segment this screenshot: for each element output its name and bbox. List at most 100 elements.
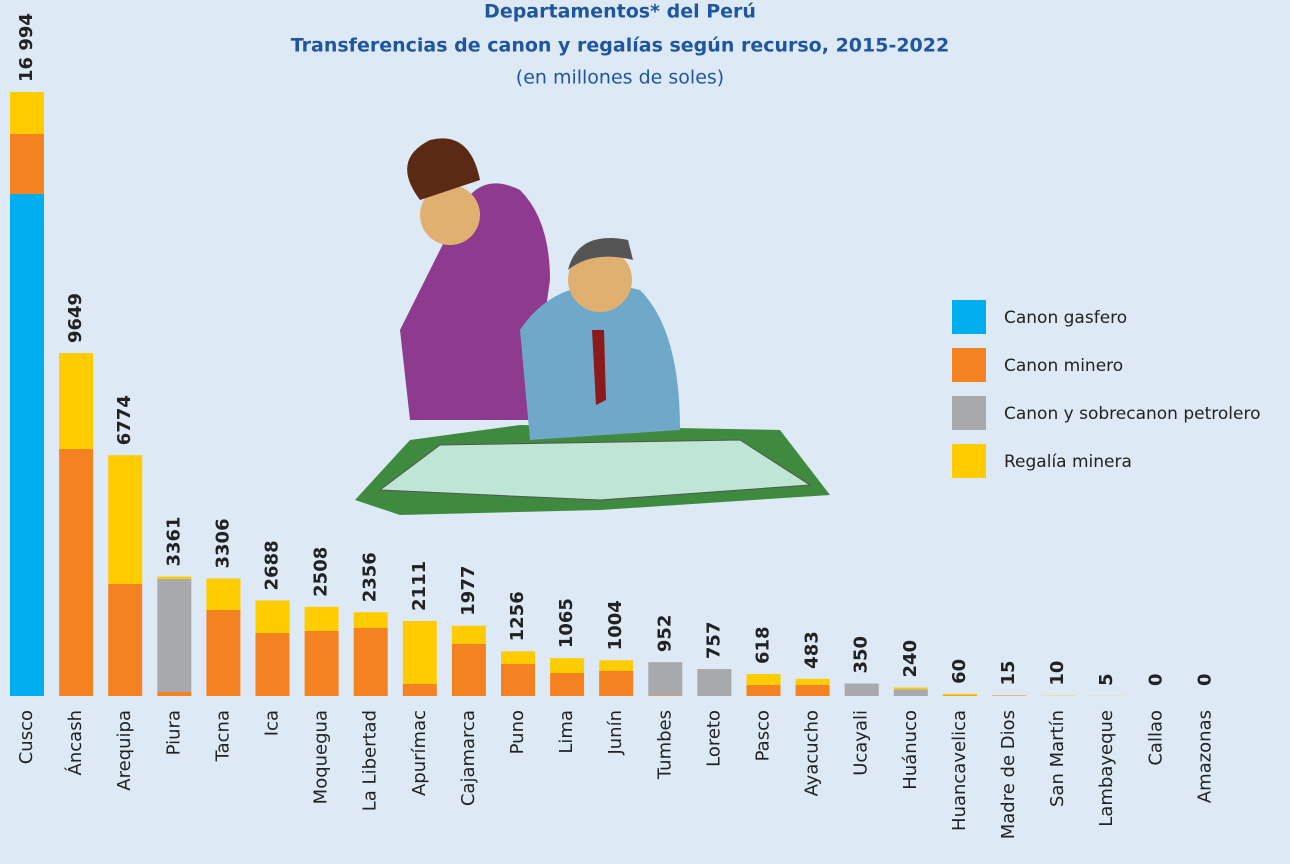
bar-segment bbox=[157, 579, 191, 692]
bar-segment bbox=[501, 651, 535, 664]
x-tick-label: Piura bbox=[163, 710, 184, 755]
bar-segment bbox=[10, 194, 44, 696]
bar-segment bbox=[108, 584, 142, 696]
x-tick-label: Huancavelica bbox=[949, 710, 970, 831]
total-label: 2508 bbox=[311, 547, 332, 597]
bar-segment bbox=[59, 449, 93, 696]
chart-title: Departamentos* del Perú bbox=[484, 1, 756, 23]
x-tick-label: Tacna bbox=[212, 710, 233, 762]
legend-swatch bbox=[952, 348, 986, 382]
total-label: 350 bbox=[851, 636, 872, 674]
total-label: 0 bbox=[1194, 673, 1215, 686]
bar-segment bbox=[747, 674, 781, 685]
bar-segment bbox=[59, 353, 93, 449]
bar-segment bbox=[108, 455, 142, 584]
x-tick-label: Junín bbox=[605, 710, 626, 756]
bar-segment bbox=[501, 664, 535, 696]
total-label: 952 bbox=[654, 615, 675, 653]
bar-segment bbox=[550, 673, 584, 696]
bar-segment bbox=[354, 612, 388, 628]
x-tick-label: Áncash bbox=[64, 710, 86, 775]
total-label: 3306 bbox=[212, 518, 233, 568]
bar-segment bbox=[943, 694, 977, 695]
bar-segment bbox=[648, 695, 682, 696]
x-tick-label: Callao bbox=[1145, 710, 1166, 766]
bar-segment bbox=[157, 577, 191, 579]
x-tick-label: Ica bbox=[262, 710, 283, 736]
total-label: 16 994 bbox=[16, 13, 37, 82]
total-label: 9649 bbox=[65, 293, 86, 343]
bar-segment bbox=[452, 644, 486, 696]
total-label: 618 bbox=[753, 626, 774, 664]
x-tick-label: Madre de Dios bbox=[998, 710, 1019, 839]
bar-segment bbox=[256, 600, 290, 633]
total-label: 1004 bbox=[605, 600, 626, 650]
bar-segment bbox=[550, 658, 584, 673]
bar-segment bbox=[206, 610, 240, 696]
legend-label: Canon y sobrecanon petrolero bbox=[1004, 404, 1260, 424]
bar-segment bbox=[10, 134, 44, 194]
bar-segment bbox=[943, 695, 977, 696]
x-tick-label: Apurímac bbox=[409, 710, 430, 796]
total-label: 240 bbox=[900, 640, 921, 678]
x-tick-label: Ayacucho bbox=[802, 710, 823, 796]
bar-segment bbox=[845, 684, 879, 696]
total-label: 2111 bbox=[409, 561, 430, 611]
total-label: 10 bbox=[1047, 661, 1068, 686]
total-label: 0 bbox=[1145, 673, 1166, 686]
legend-label: Canon minero bbox=[1004, 356, 1123, 376]
bar-segment bbox=[452, 626, 486, 644]
unit-note: (en millones de soles) bbox=[516, 67, 724, 89]
illustration bbox=[355, 138, 830, 515]
bar-segment bbox=[894, 689, 928, 696]
x-tick-label: Lambayeque bbox=[1096, 710, 1117, 827]
total-label: 3361 bbox=[163, 516, 184, 566]
x-tick-label: San Martín bbox=[1047, 710, 1068, 807]
bar-segment bbox=[305, 631, 339, 696]
bar-segment bbox=[894, 687, 928, 689]
chart-subtitle: Transferencias de canon y regalías según… bbox=[291, 35, 949, 57]
bar-segment bbox=[10, 92, 44, 134]
total-label: 1256 bbox=[507, 591, 528, 641]
x-tick-label: Puno bbox=[507, 710, 528, 754]
x-tick-label: Ucayali bbox=[851, 710, 872, 776]
chart: Departamentos* del Perú Transferencias d… bbox=[0, 0, 1290, 864]
x-tick-label: Moquegua bbox=[311, 710, 332, 804]
x-tick-label: Loreto bbox=[703, 710, 724, 767]
bar-segment bbox=[697, 669, 731, 696]
bar-segment bbox=[403, 684, 437, 696]
x-tick-label: La Libertad bbox=[360, 710, 381, 811]
x-tick-label: Cajamarca bbox=[458, 710, 479, 806]
total-label: 2356 bbox=[360, 552, 381, 602]
total-label: 15 bbox=[998, 660, 1019, 685]
legend-swatch bbox=[952, 444, 986, 478]
bar-segment bbox=[796, 679, 830, 685]
bar-segment bbox=[256, 633, 290, 696]
legend-swatch bbox=[952, 396, 986, 430]
legend-label: Canon gasfero bbox=[1004, 308, 1127, 328]
bar-segment bbox=[157, 692, 191, 696]
x-tick-label: Pasco bbox=[753, 710, 774, 761]
total-label: 483 bbox=[802, 631, 823, 669]
total-label: 1977 bbox=[458, 566, 479, 616]
total-label: 2688 bbox=[262, 540, 283, 590]
legend-swatch bbox=[952, 300, 986, 334]
bar-segment bbox=[648, 662, 682, 695]
bar-segment bbox=[599, 660, 633, 671]
bar-segment bbox=[599, 671, 633, 696]
bar-segment bbox=[305, 607, 339, 631]
total-label: 757 bbox=[703, 622, 724, 660]
bar-segment bbox=[747, 685, 781, 696]
x-tick-label: Huánuco bbox=[900, 710, 921, 790]
x-tick-label: Arequipa bbox=[114, 710, 135, 791]
bar-segment bbox=[403, 621, 437, 684]
total-label: 60 bbox=[949, 659, 970, 684]
bar-segment bbox=[992, 695, 1026, 696]
total-label: 6774 bbox=[114, 395, 135, 445]
bar-segment bbox=[354, 628, 388, 696]
bar-segment bbox=[206, 578, 240, 609]
x-tick-label: Amazonas bbox=[1194, 710, 1215, 803]
bar-segment bbox=[796, 685, 830, 696]
page: {"chart_data": {"type": "stacked-bar", "… bbox=[0, 0, 1290, 864]
total-label: 1065 bbox=[556, 598, 577, 648]
